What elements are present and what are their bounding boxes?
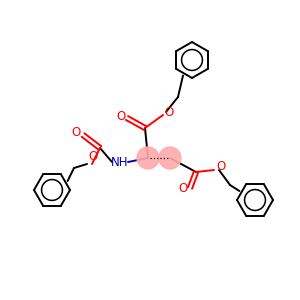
Circle shape [137,147,159,169]
Text: O: O [88,149,98,163]
Circle shape [159,147,181,169]
Text: O: O [71,127,81,140]
Text: O: O [164,106,174,118]
Text: O: O [216,160,226,172]
Text: O: O [178,182,188,194]
Text: O: O [116,110,126,122]
Text: NH: NH [111,155,129,169]
